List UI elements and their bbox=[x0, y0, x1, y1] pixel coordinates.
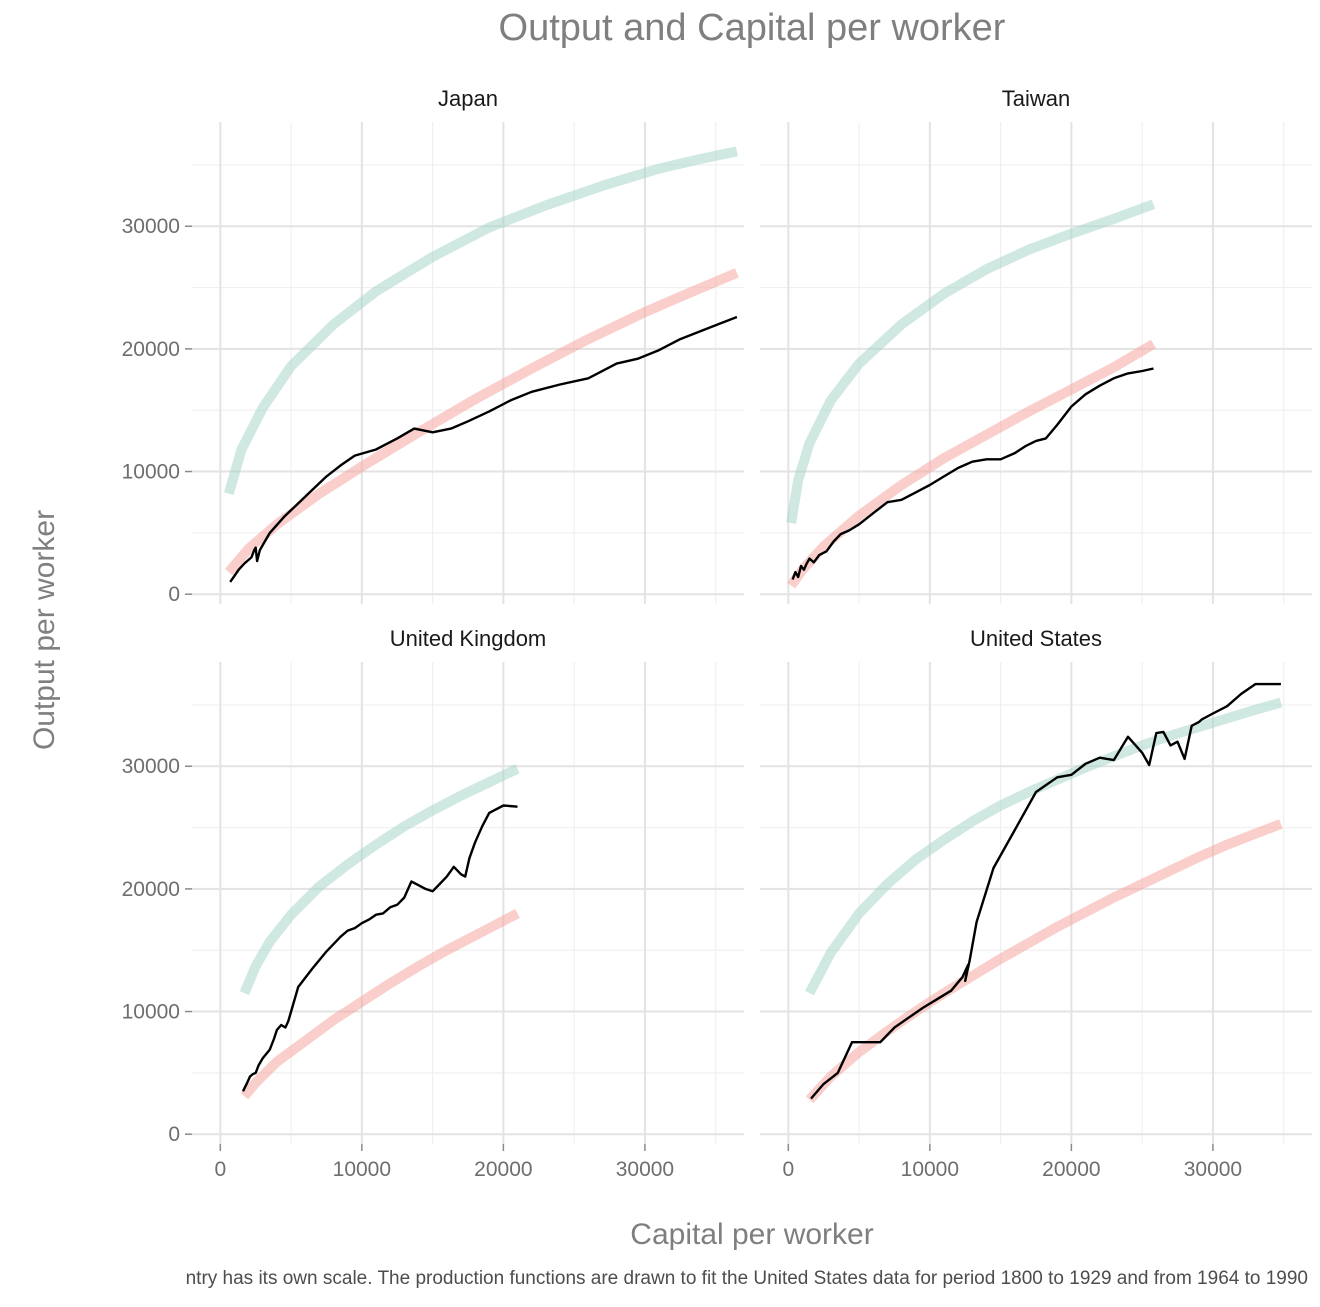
y-tick-label: 0 bbox=[168, 1123, 180, 1146]
facet-united-kingdom: United Kingdom 0 10000 20000 30000 0 10000 2000… bbox=[122, 626, 744, 1181]
series-actual-united-kingdom bbox=[241, 804, 518, 1092]
y-tick-label: 0 bbox=[168, 583, 180, 606]
series-fit-1800-1929-japan bbox=[224, 268, 739, 576]
x-tick-label: 20000 bbox=[1042, 1158, 1100, 1181]
chart-caption: ntry has its own scale. The production f… bbox=[186, 1268, 1308, 1289]
facet-title-united-kingdom: United Kingdom bbox=[390, 626, 547, 651]
facet-united-states: United States 0 10000 20000 30000 bbox=[760, 626, 1312, 1181]
series-fit-1800-1929-taiwan bbox=[787, 339, 1157, 589]
x-tick-label: 10000 bbox=[333, 1158, 391, 1181]
series-fit-1964-1990-united-kingdom bbox=[239, 764, 520, 996]
chart-title: Output and Capital per worker bbox=[499, 7, 1006, 49]
facet-panels: Japan 0 10000 20000 30000 Taiwan United Kingdo… bbox=[122, 86, 1312, 1181]
facet-title-japan: Japan bbox=[438, 86, 498, 111]
y-tick-label: 20000 bbox=[122, 338, 180, 361]
y-tick-label: 20000 bbox=[122, 878, 180, 901]
series-actual-taiwan bbox=[791, 367, 1154, 580]
series-fit-1964-1990-taiwan bbox=[786, 199, 1156, 524]
x-tick-label: 30000 bbox=[1184, 1158, 1242, 1181]
series-fit-1964-1990-japan bbox=[223, 146, 738, 495]
x-tick-label: 30000 bbox=[616, 1158, 674, 1181]
x-tick-label: 0 bbox=[214, 1158, 226, 1181]
series-actual-japan bbox=[229, 315, 738, 583]
series-fit-1800-1929-united-kingdom bbox=[240, 908, 520, 1100]
series-fit-1800-1929-united-states bbox=[805, 819, 1283, 1104]
series-actual-united-states bbox=[810, 682, 1281, 1100]
facet-title-taiwan: Taiwan bbox=[1002, 86, 1070, 111]
facet-japan: Japan 0 10000 20000 30000 bbox=[122, 86, 744, 606]
x-tick-label: 0 bbox=[782, 1158, 794, 1181]
y-tick-label: 30000 bbox=[122, 215, 180, 238]
y-tick-label: 30000 bbox=[122, 755, 180, 778]
y-axis-label: Output per worker bbox=[28, 510, 61, 750]
x-tick-label: 10000 bbox=[901, 1158, 959, 1181]
facet-title-united-states: United States bbox=[970, 626, 1102, 651]
y-tick-label: 10000 bbox=[122, 1001, 180, 1024]
facet-taiwan: Taiwan bbox=[760, 86, 1312, 604]
x-tick-label: 20000 bbox=[474, 1158, 532, 1181]
x-axis-label: Capital per worker bbox=[630, 1218, 873, 1251]
y-tick-label: 10000 bbox=[122, 461, 180, 484]
